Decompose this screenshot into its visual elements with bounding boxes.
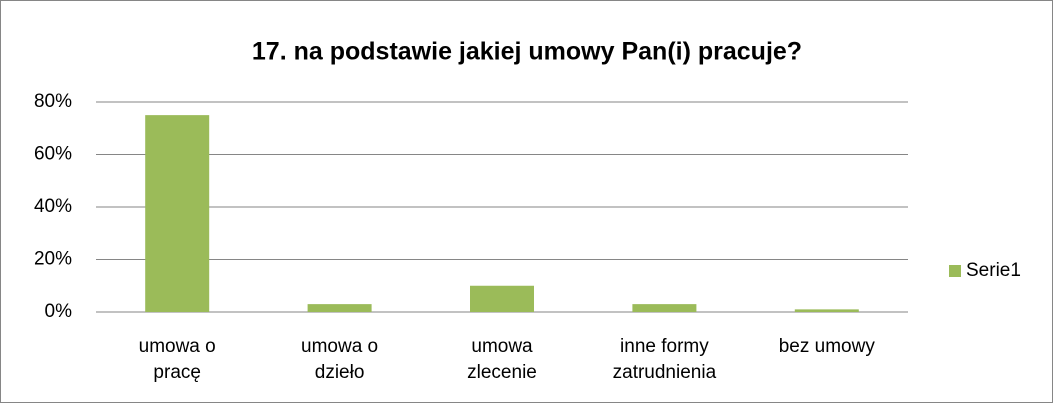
bar (307, 304, 372, 312)
y-tick-label: 20% (34, 249, 72, 270)
bar (794, 309, 859, 312)
y-tick-label: 40% (34, 196, 72, 217)
chart-title: 17. na podstawie jakiej umowy Pan(i) pra… (252, 38, 802, 66)
bar (470, 285, 534, 312)
legend-swatch (949, 265, 961, 277)
y-tick-label: 60% (34, 144, 72, 165)
bar (632, 304, 697, 312)
y-tick-label: 0% (45, 301, 73, 322)
x-tick-label: umowa o dzieło (301, 336, 379, 383)
bar (145, 115, 210, 312)
x-tick-label: bez umowy (778, 336, 875, 357)
legend-label: Serie1 (966, 260, 1021, 281)
x-tick-label: umowa zlecenie (467, 336, 537, 383)
x-tick-label: umowa o pracę (138, 336, 216, 383)
y-tick-label: 80% (34, 91, 72, 112)
x-tick-label: inne formy zatrudnienia (612, 336, 717, 383)
